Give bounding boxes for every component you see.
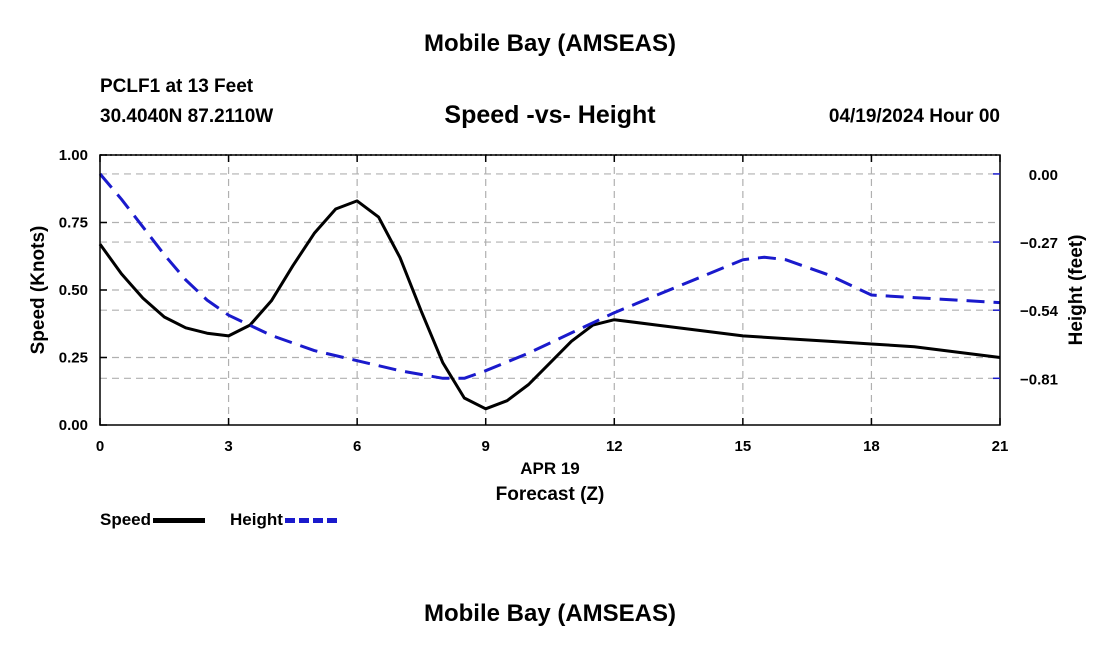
x-axis-date-label: APR 19 [520,459,580,478]
axis-ticks: 0 3 6 9 12 15 18 21 0.00 0.25 0.50 0.75 1.00 0.00 −0.2… [59,147,1059,455]
y-tick-label: 1.00 [59,147,88,164]
series-lines [98,172,1001,411]
station-coordinates: 30.4040N 87.2110W [100,106,274,127]
x-tick-label: 3 [224,438,232,455]
axis-labels: APR 19 Forecast (Z) Speed (Knots) Height… [28,226,1087,505]
x-tick-label: 9 [482,438,490,455]
y-tick-label: 0.50 [59,282,88,299]
chart-footer-title: Mobile Bay (AMSEAS) [423,600,677,627]
chart-subtitle: Speed -vs- Height [444,101,656,129]
y-tick-label: 0.75 [59,215,88,232]
y2-tick-label: 0.00 [1029,167,1058,184]
x-tick-label: 18 [863,438,880,455]
y-axis-left-title: Speed (Knots) [28,226,49,355]
y-tick-label: 0.00 [59,417,88,434]
legend-speed-swatch [153,517,206,523]
height-series-line [98,172,1001,380]
chart-main-title: Mobile Bay (AMSEAS) [423,30,677,57]
speed-series-line [98,199,1001,411]
forecast-date: 04/19/2024 Hour 00 [828,106,1000,127]
x-tick-label: 0 [96,438,104,455]
y-axis-right-title: Height (feet) [1066,235,1087,346]
x-tick-label: 6 [353,438,361,455]
legend-height: Height [230,510,337,530]
x-tick-label: 15 [735,438,752,455]
y2-tick-label: −0.54 [1020,303,1059,320]
grid-lines [100,155,1000,425]
speed-height-chart: 0 3 6 9 12 15 18 21 0.00 0.25 0.50 0.75 1.00 0.00 −0.2… [28,147,1087,505]
y-tick-label: 0.25 [59,350,88,367]
legend-speed-label: Speed [100,510,152,529]
legend-height-label: Height [230,510,283,529]
legend-speed: Speed [100,510,206,530]
station-label: PCLF1 at 13 Feet [100,76,254,97]
x-tick-label: 12 [606,438,623,455]
x-axis-title: Forecast (Z) [496,484,605,505]
y2-tick-label: −0.81 [1020,371,1058,388]
legend-height-swatch [284,517,337,523]
y2-tick-label: −0.27 [1020,235,1058,252]
x-tick-label: 21 [992,438,1009,455]
